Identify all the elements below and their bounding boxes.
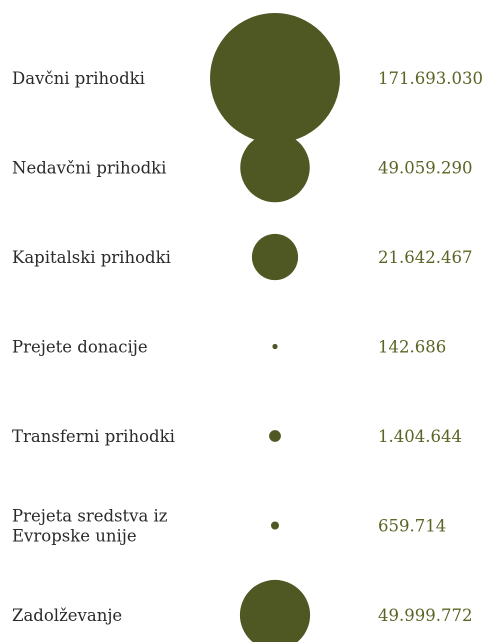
value-bubble <box>269 430 281 442</box>
chart-row: Prejete donacije 142.686 <box>12 338 446 357</box>
value-label: 1.404.644 <box>378 427 462 446</box>
chart-row: Kapitalski prihodki 21.642.467 <box>12 233 472 281</box>
category-label: Evropske unije <box>12 527 137 546</box>
category-label: Kapitalski prihodki <box>12 248 171 267</box>
category-label: Davčni prihodki <box>12 69 145 88</box>
category-label: Prejeta sredstva iz <box>12 507 168 526</box>
value-label: 142.686 <box>378 338 446 357</box>
chart-row: Nedavčni prihodki 49.059.290 <box>12 132 472 203</box>
category-label: Prejete donacije <box>12 338 148 357</box>
value-bubble <box>240 132 310 203</box>
chart-row: Zadolževanje 49.999.772 <box>12 579 472 642</box>
value-bubble <box>251 233 299 281</box>
category-label: Transferni prihodki <box>12 427 175 446</box>
value-label: 49.059.290 <box>378 159 472 178</box>
category-label: Zadolževanje <box>12 606 122 625</box>
category-label: Nedavčni prihodki <box>12 159 166 178</box>
value-label: 49.999.772 <box>378 606 472 625</box>
bubble-layer: Davčni prihodki 171.693.030 Nedavčni priho… <box>12 13 483 642</box>
value-bubble <box>270 521 280 530</box>
value-bubble <box>272 343 278 350</box>
value-bubble <box>239 579 311 642</box>
value-label: 171.693.030 <box>378 69 483 88</box>
chart-row: Davčni prihodki 171.693.030 <box>12 13 483 143</box>
value-bubble <box>210 13 340 143</box>
value-label: 659.714 <box>378 517 446 536</box>
value-label: 21.642.467 <box>378 248 472 267</box>
chart-row: Transferni prihodki 1.404.644 <box>12 427 462 446</box>
